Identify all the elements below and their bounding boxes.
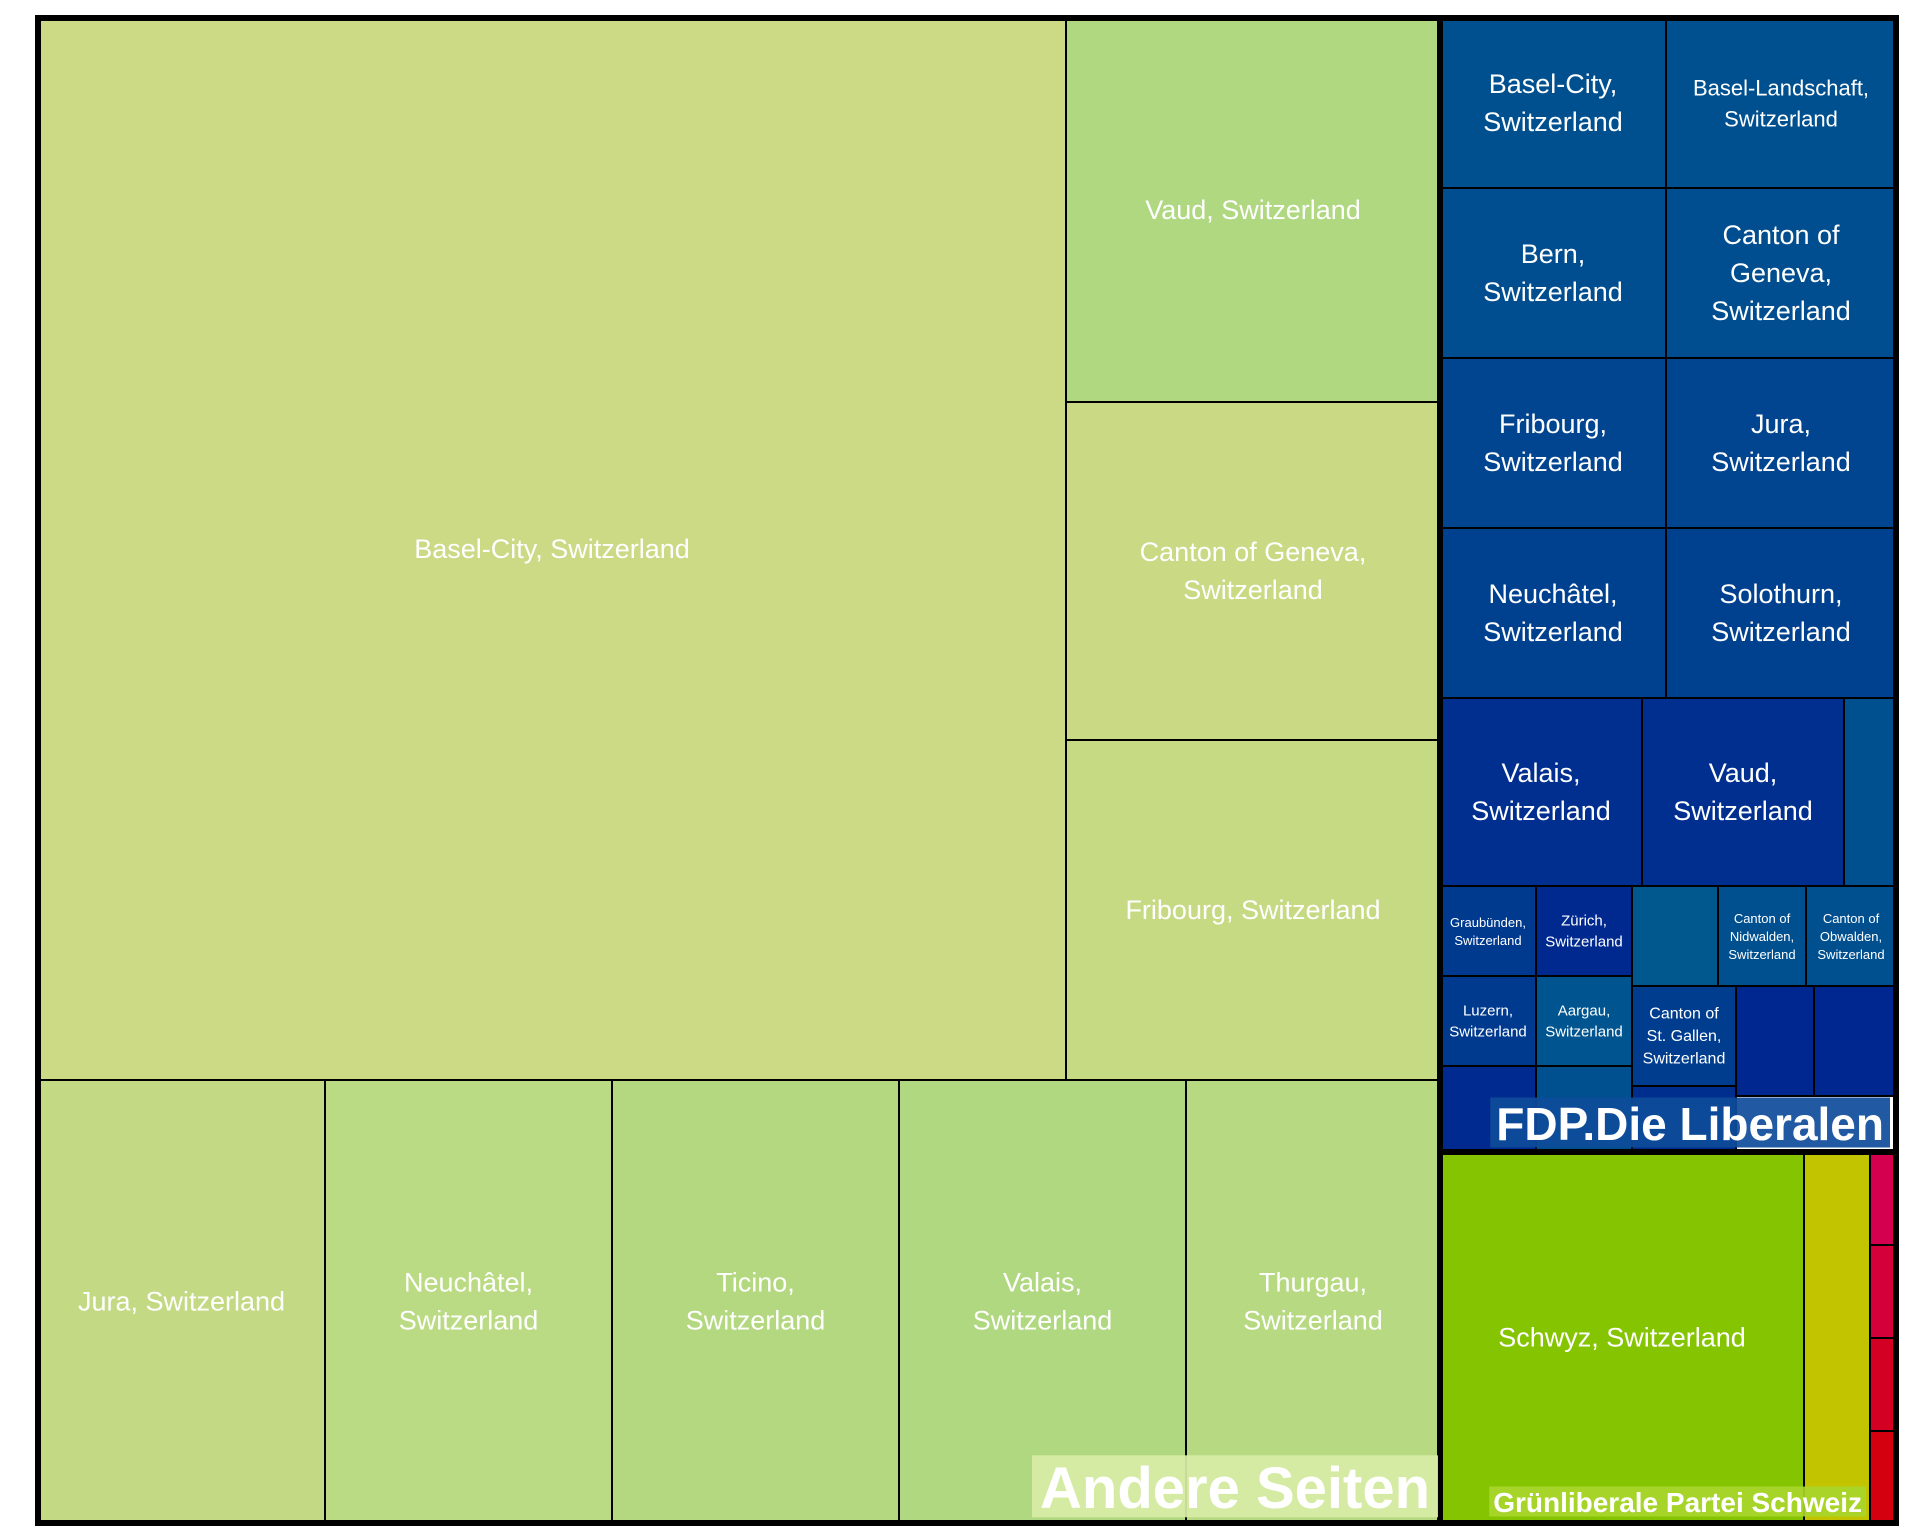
treemap-group-label-fdp-die-liberalen: FDP.Die Liberalen bbox=[1496, 1098, 1884, 1150]
treemap-cell-label-fdp-die-liberalen-graubunden-switzerland: Graubünden, Switzerland bbox=[1450, 914, 1526, 947]
treemap-cell-label-andere-seiten-fribourg-switzerland: Fribourg, Switzerland bbox=[1125, 895, 1380, 925]
treemap-group-label-bg-fdp-die-liberalen bbox=[1490, 1097, 1890, 1148]
treemap-cell-andere-seiten-canton-of-geneva-switzerland bbox=[1065, 401, 1441, 741]
treemap-group-label-bg-andere-seiten bbox=[1032, 1455, 1438, 1518]
treemap-cell-label-fdp-die-liberalen-bern-switzerland: Bern, Switzerland bbox=[1483, 239, 1623, 307]
treemap-cell-label-fdp-die-liberalen-jura-switzerland: Jura, Switzerland bbox=[1711, 409, 1851, 477]
treemap-group-label-grunliberale-partei-schweiz: Grünliberale Partei Schweiz bbox=[1493, 1487, 1862, 1518]
treemap-cell-fdp-die-liberalen-fribourg-switzerland bbox=[1439, 357, 1667, 529]
treemap-cell-fdp-die-liberalen-basel-landschaft-switzerland bbox=[1665, 17, 1897, 189]
treemap-cell-label-fdp-die-liberalen-canton-of-obwalden-switzerland: Canton of Obwalden, Switzerland bbox=[1817, 910, 1884, 961]
treemap-cell-label-fdp-die-liberalen-canton-of-geneva-switzerland: Canton of Geneva, Switzerland bbox=[1711, 220, 1851, 326]
treemap-cell-andere-seiten-basel-city-switzerland bbox=[37, 17, 1067, 1081]
treemap-group-labels: Andere Seiten FDP.Die Liberalen Grünlibera… bbox=[1032, 1097, 1890, 1521]
treemap-cell-label-andere-seiten-vaud-switzerland: Vaud, Switzerland bbox=[1145, 195, 1361, 225]
treemap-cell-label-andere-seiten-ticino-switzerland: Ticino, Switzerland bbox=[686, 1268, 826, 1336]
treemap-cell-label-fdp-die-liberalen-basel-landschaft-switzerland: Basel-Landschaft, Switzerland bbox=[1693, 75, 1869, 131]
treemap-cell-grunliberale-partei-schweiz-unlabeled-4 bbox=[1869, 1337, 1897, 1432]
treemap-group-label-andere-seiten: Andere Seiten bbox=[1040, 1456, 1430, 1521]
treemap-outer-border bbox=[35, 15, 1899, 1526]
treemap-cell-label-fdp-die-liberalen-aargau-switzerland: Aargau, Switzerland bbox=[1545, 1002, 1623, 1040]
treemap-cell-fdp-die-liberalen-graubunden-switzerland bbox=[1439, 885, 1537, 977]
treemap-cell-grunliberale-partei-schweiz-unlabeled-3 bbox=[1869, 1244, 1897, 1339]
treemap-cell-andere-seiten-neuchatel-switzerland bbox=[324, 1079, 613, 1524]
treemap-cell-andere-seiten-jura-switzerland bbox=[37, 1079, 326, 1524]
treemap-cell-grunliberale-partei-schweiz-unlabeled-2 bbox=[1869, 1151, 1897, 1246]
treemap-cell-label-fdp-die-liberalen-fribourg-switzerland: Fribourg, Switzerland bbox=[1483, 409, 1623, 477]
treemap-cell-fdp-die-liberalen-neuchatel-switzerland bbox=[1439, 527, 1667, 699]
treemap-cell-fdp-die-liberalen-solothurn-switzerland bbox=[1665, 527, 1897, 699]
treemap-cell-label-fdp-die-liberalen-vaud-switzerland: Vaud, Switzerland bbox=[1673, 758, 1813, 826]
treemap-cell-label-andere-seiten-thurgau-switzerland: Thurgau, Switzerland bbox=[1243, 1268, 1383, 1336]
treemap-cell-fdp-die-liberalen-canton-of-nidwalden-switzerland bbox=[1717, 885, 1807, 987]
treemap-cell-fdp-die-liberalen-valais-switzerland bbox=[1439, 697, 1643, 887]
treemap-cell-label-fdp-die-liberalen-canton-of-nidwalden-switzerland: Canton of Nidwalden, Switzerland bbox=[1728, 910, 1795, 961]
treemap-cell-fdp-die-liberalen-basel-city-switzerland bbox=[1439, 17, 1667, 189]
treemap-cell-andere-seiten-thurgau-switzerland bbox=[1185, 1079, 1441, 1524]
treemap-cell-fdp-die-liberalen-bern-switzerland bbox=[1439, 187, 1667, 359]
treemap-cell-grunliberale-partei-schweiz-schwyz-switzerland bbox=[1439, 1151, 1805, 1524]
treemap-cell-andere-seiten-fribourg-switzerland bbox=[1065, 739, 1441, 1081]
treemap-cell-fdp-die-liberalen-unlabeled-10 bbox=[1843, 697, 1897, 887]
treemap-cell-grunliberale-partei-schweiz-unlabeled-5 bbox=[1869, 1430, 1897, 1524]
treemap-cell-andere-seiten-vaud-switzerland bbox=[1065, 17, 1441, 403]
treemap-cell-label-andere-seiten-valais-switzerland: Valais, Switzerland bbox=[973, 1268, 1113, 1336]
treemap-cell-label-grunliberale-partei-schweiz-schwyz-switzerland: Schwyz, Switzerland bbox=[1498, 1323, 1746, 1353]
treemap-cell-fdp-die-liberalen-canton-of-geneva-switzerland bbox=[1665, 187, 1897, 359]
treemap-cell-label-fdp-die-liberalen-neuchatel-switzerland: Neuchâtel, Switzerland bbox=[1483, 579, 1623, 647]
treemap-cell-label-fdp-die-liberalen-valais-switzerland: Valais, Switzerland bbox=[1471, 758, 1611, 826]
treemap-cell-fdp-die-liberalen-jura-switzerland bbox=[1665, 357, 1897, 529]
treemap-group-label-bg-grunliberale-partei-schweiz bbox=[1489, 1486, 1866, 1517]
treemap-cell-fdp-die-liberalen-vaud-switzerland bbox=[1641, 697, 1845, 887]
treemap-cell-label-fdp-die-liberalen-luzern-switzerland: Luzern, Switzerland bbox=[1449, 1002, 1527, 1040]
treemap-cells: Basel-City, Switzerland Vaud, Switzerland… bbox=[37, 17, 1897, 1524]
treemap-cell-label-fdp-die-liberalen-solothurn-switzerland: Solothurn, Switzerland bbox=[1711, 579, 1851, 647]
treemap-cell-grunliberale-partei-schweiz-unlabeled-1 bbox=[1803, 1151, 1871, 1524]
treemap-cell-label-andere-seiten-basel-city-switzerland: Basel-City, Switzerland bbox=[414, 534, 690, 564]
treemap-cell-label-fdp-die-liberalen-canton-of-st-gallen-switzerland: Canton of St. Gallen, Switzerland bbox=[1643, 1005, 1726, 1067]
treemap-cell-label-fdp-die-liberalen-zurich-switzerland: Zürich, Switzerland bbox=[1545, 912, 1623, 950]
treemap-cell-label-fdp-die-liberalen-basel-city-switzerland: Basel-City, Switzerland bbox=[1483, 69, 1623, 137]
treemap-cell-fdp-die-liberalen-luzern-switzerland bbox=[1439, 975, 1537, 1067]
treemap-cell-fdp-die-liberalen-unlabeled-13 bbox=[1631, 885, 1719, 987]
treemap-cell-fdp-die-liberalen-aargau-switzerland bbox=[1535, 975, 1633, 1067]
treemap-cell-fdp-die-liberalen-unlabeled-20 bbox=[1813, 985, 1897, 1097]
treemap-cell-label-andere-seiten-jura-switzerland: Jura, Switzerland bbox=[78, 1287, 285, 1317]
treemap-cell-label-andere-seiten-canton-of-geneva-switzerland: Canton of Geneva, Switzerland bbox=[1140, 537, 1367, 605]
treemap-cell-label-andere-seiten-neuchatel-switzerland: Neuchâtel, Switzerland bbox=[399, 1268, 539, 1336]
treemap-cell-fdp-die-liberalen-unlabeled-19 bbox=[1735, 985, 1815, 1097]
treemap-cell-fdp-die-liberalen-canton-of-obwalden-switzerland bbox=[1805, 885, 1897, 987]
treemap-cell-fdp-die-liberalen-zurich-switzerland bbox=[1535, 885, 1633, 977]
treemap-cell-andere-seiten-ticino-switzerland bbox=[611, 1079, 900, 1524]
